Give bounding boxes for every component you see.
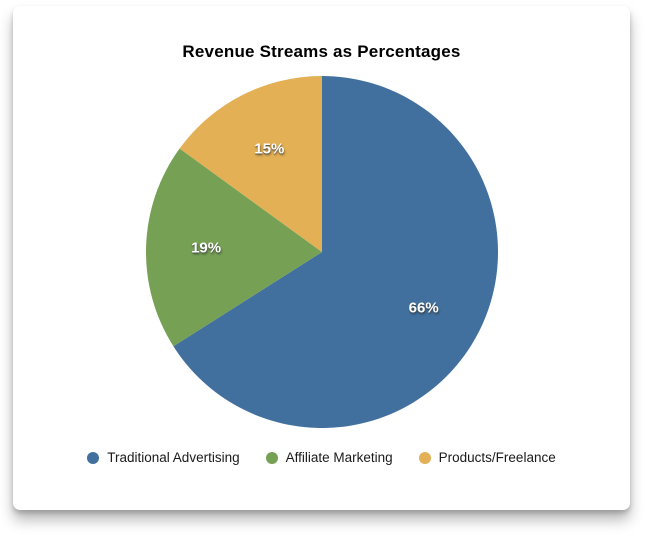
pie-slice-traditional-advertising bbox=[173, 76, 498, 429]
pie-slice-products-freelance bbox=[179, 75, 322, 252]
legend-item-traditional-advertising: Traditional Advertising bbox=[87, 450, 240, 465]
chart-card: Revenue Streams as Percentages 66% 19% 15%… bbox=[13, 6, 630, 510]
legend-item-products-freelance: Products/Freelance bbox=[418, 450, 556, 465]
pie-chart-svg bbox=[145, 75, 498, 429]
legend-marker-icon bbox=[87, 451, 100, 464]
legend-label: Affiliate Marketing bbox=[285, 450, 393, 465]
pie-chart: 66% 19% 15% bbox=[142, 72, 502, 432]
legend: Traditional Advertising Affiliate Marketi… bbox=[13, 450, 630, 465]
slice-label-traditional-advertising: 66% bbox=[408, 299, 439, 317]
chart-title: Revenue Streams as Percentages bbox=[182, 42, 461, 61]
pie-slice-affiliate-marketing bbox=[145, 148, 322, 347]
legend-marker-icon bbox=[265, 451, 278, 464]
legend-label: Traditional Advertising bbox=[107, 450, 240, 465]
legend-marker-icon bbox=[418, 451, 431, 464]
legend-label: Products/Freelance bbox=[438, 450, 556, 465]
slice-label-products-freelance: 15% bbox=[254, 140, 285, 158]
slice-label-affiliate-marketing: 19% bbox=[191, 239, 222, 257]
legend-item-affiliate-marketing: Affiliate Marketing bbox=[265, 450, 393, 465]
